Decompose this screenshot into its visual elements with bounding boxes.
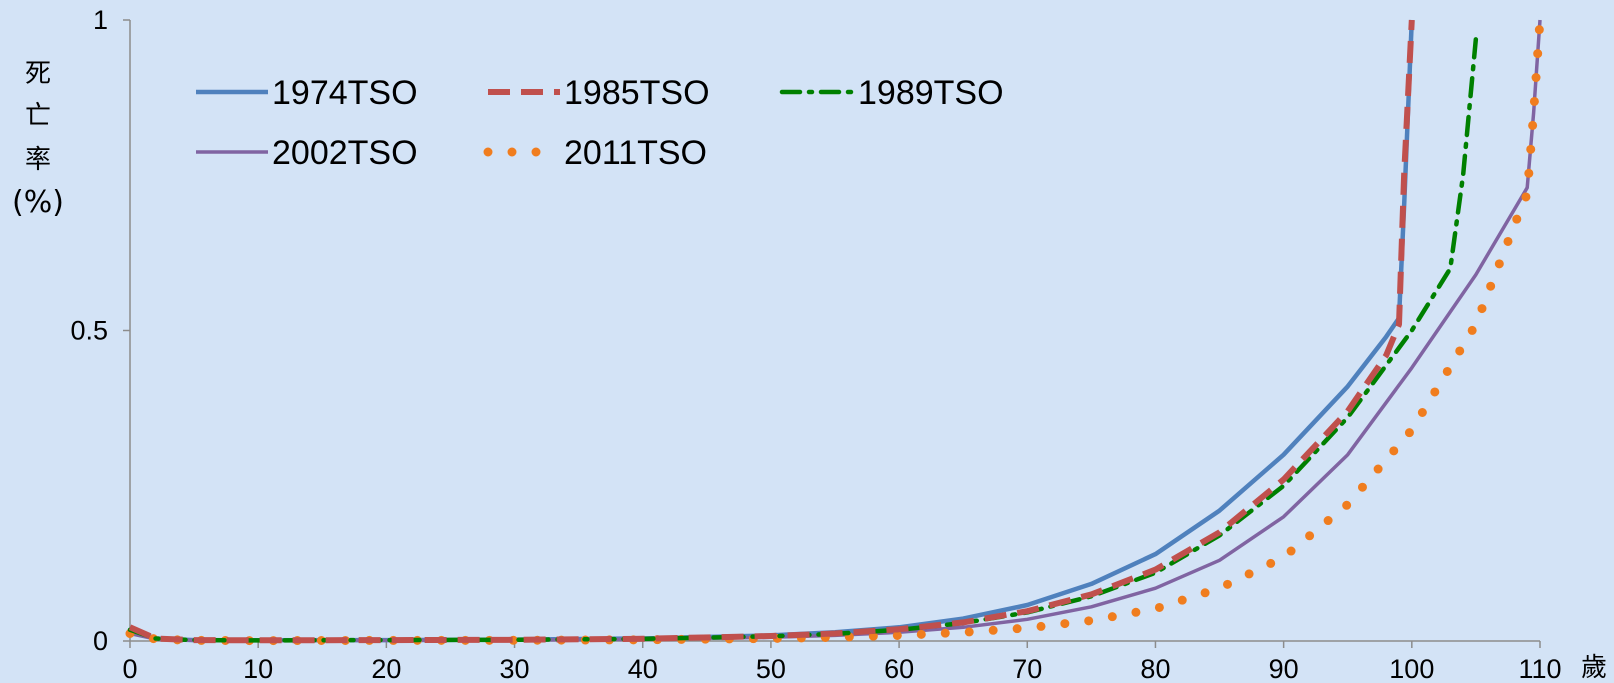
x-axis-title: 歲 (1581, 653, 1607, 683)
y-axis-title-part: 亡 (25, 101, 51, 131)
x-tick-label: 50 (756, 654, 786, 683)
y-tick-label: 0.5 (70, 316, 108, 346)
x-tick-label: 10 (243, 654, 273, 683)
legend: 1974TSO 1985TSO 1989TSO 2002TSO 2011TSO (196, 74, 1004, 172)
series-line-2002TSO (129, 19, 1542, 643)
y-tick-label: 0 (93, 626, 108, 656)
series-line-1985TSO (128, 19, 1415, 644)
x-tick-label: 60 (884, 654, 914, 683)
x-tick-label: 30 (500, 654, 530, 683)
legend-label: 1989TSO (858, 74, 1004, 112)
x-tick-label: 70 (1012, 654, 1042, 683)
legend-label: 2011TSO (564, 134, 707, 172)
y-axis-title-part: 率 (25, 145, 51, 175)
series-line-2011TSO (125, 15, 1545, 646)
series-line-1989TSO (127, 36, 1479, 643)
x-tick-label: 80 (1140, 654, 1170, 683)
y-axis-title-part: (%) (12, 185, 64, 220)
series-layer (125, 15, 1545, 646)
x-tick-label: 100 (1389, 654, 1434, 683)
x-tick-label: 20 (371, 654, 401, 683)
x-tick-label: 90 (1269, 654, 1299, 683)
x-tick-label: 110 (1518, 654, 1561, 683)
x-tick-label: 40 (628, 654, 658, 683)
x-tick-label: 0 (122, 654, 137, 683)
axes: 0 10 20 30 40 50 60 70 80 90 100 110 0 0.5 1 死亡率 (%) 歲 (12, 5, 1607, 683)
legend-label: 1985TSO (564, 74, 710, 112)
legend-label: 1974TSO (272, 74, 418, 112)
series-line-1974TSO (129, 19, 1415, 643)
y-axis-title-part: 死 (25, 59, 51, 89)
legend-label: 2002TSO (272, 134, 418, 172)
y-tick-label: 1 (93, 5, 108, 35)
